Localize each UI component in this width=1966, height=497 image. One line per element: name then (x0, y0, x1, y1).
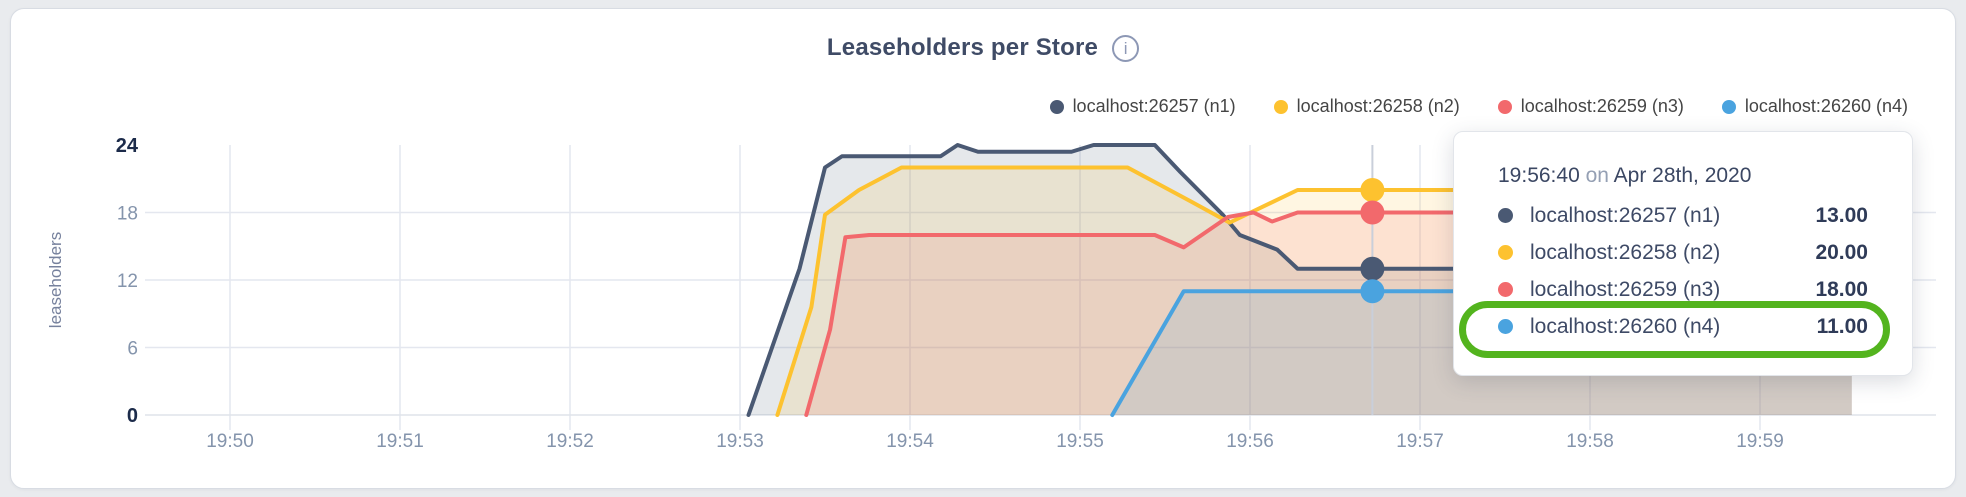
hover-dot-3 (1360, 200, 1385, 225)
legend-swatch-n3 (1497, 99, 1512, 114)
y-tick-label: 12 (117, 271, 138, 292)
hover-dot-2 (1360, 178, 1385, 202)
tooltip-row-value: 20.00 (1815, 240, 1868, 264)
tooltip-preposition: on (1585, 164, 1609, 187)
y-tick-label: 18 (117, 204, 138, 225)
legend-label: localhost:26257 (n1) (1072, 96, 1236, 116)
y-tick-label: 0 (127, 405, 138, 427)
legend-swatch-n4 (1721, 99, 1736, 114)
x-tick-label: 19:59 (1736, 431, 1784, 452)
x-tick-label: 19:52 (546, 431, 594, 452)
legend-item-n4[interactable]: localhost:26260 (n4) (1721, 96, 1908, 117)
tooltip-date: Apr 28th, 2020 (1613, 164, 1752, 187)
tooltip-row-label: localhost:26259 (n3) (1530, 277, 1721, 301)
tooltip-row-n3: localhost:26259 (n3) 18.00 (1498, 271, 1868, 308)
y-tick-label: 24 (116, 135, 139, 157)
legend-swatch-n2 (1273, 99, 1288, 114)
hover-tooltip: 19:56:40 on Apr 28th, 2020 localhost:262… (1453, 131, 1913, 376)
tooltip-row-n1: localhost:26257 (n1) 13.00 (1498, 197, 1868, 234)
tooltip-swatch-n2 (1498, 245, 1513, 260)
legend-label: localhost:26259 (n3) (1520, 96, 1684, 116)
tooltip-swatch-n4 (1498, 319, 1513, 334)
legend-swatch-n1 (1049, 99, 1064, 114)
legend-label: localhost:26260 (n4) (1744, 96, 1908, 116)
series-line-3 (804, 210, 1854, 417)
x-tick-label: 19:53 (716, 431, 764, 452)
legend-item-n3[interactable]: localhost:26259 (n3) (1497, 96, 1684, 117)
x-tick-label: 19:51 (376, 431, 424, 452)
legend-item-n1[interactable]: localhost:26257 (n1) (1049, 96, 1236, 117)
tooltip-swatch-n1 (1498, 208, 1513, 223)
tooltip-row-n4: localhost:26260 (n4) 11.00 (1498, 308, 1868, 345)
tooltip-row-n2: localhost:26258 (n2) 20.00 (1498, 234, 1868, 271)
hover-dot-1 (1360, 256, 1385, 281)
x-tick-label: 19:55 (1056, 431, 1104, 452)
tooltip-swatch-n3 (1498, 282, 1513, 297)
y-axis-title: leaseholders (46, 231, 65, 329)
x-tick-label: 19:58 (1566, 431, 1614, 452)
tooltip-time: 19:56:40 (1498, 164, 1580, 187)
x-tick-label: 19:57 (1396, 431, 1444, 452)
info-icon[interactable]: i (1112, 34, 1140, 62)
tooltip-timestamp: 19:56:40 on Apr 28th, 2020 (1498, 164, 1868, 188)
legend: localhost:26257 (n1) localhost:26258 (n2… (1049, 96, 1908, 117)
hover-dot-4 (1360, 279, 1385, 304)
chart-header: Leaseholders per Store i (0, 34, 1966, 62)
x-tick-label: 19:50 (206, 431, 254, 452)
tooltip-row-label: localhost:26258 (n2) (1530, 240, 1721, 264)
legend-label: localhost:26258 (n2) (1296, 96, 1460, 116)
tooltip-row-value: 13.00 (1815, 203, 1868, 227)
y-tick-label: 6 (127, 339, 138, 360)
tooltip-row-label: localhost:26257 (n1) (1530, 203, 1721, 227)
x-tick-label: 19:56 (1226, 431, 1274, 452)
tooltip-row-value: 18.00 (1815, 277, 1868, 301)
series-line-2 (775, 165, 1854, 417)
chart-title: Leaseholders per Store (826, 34, 1099, 61)
legend-item-n2[interactable]: localhost:26258 (n2) (1273, 96, 1460, 117)
tooltip-row-label: localhost:26260 (n4) (1530, 314, 1721, 338)
x-tick-label: 19:54 (886, 431, 934, 452)
tooltip-row-value: 11.00 (1816, 314, 1868, 338)
series-line-1 (746, 143, 1854, 417)
